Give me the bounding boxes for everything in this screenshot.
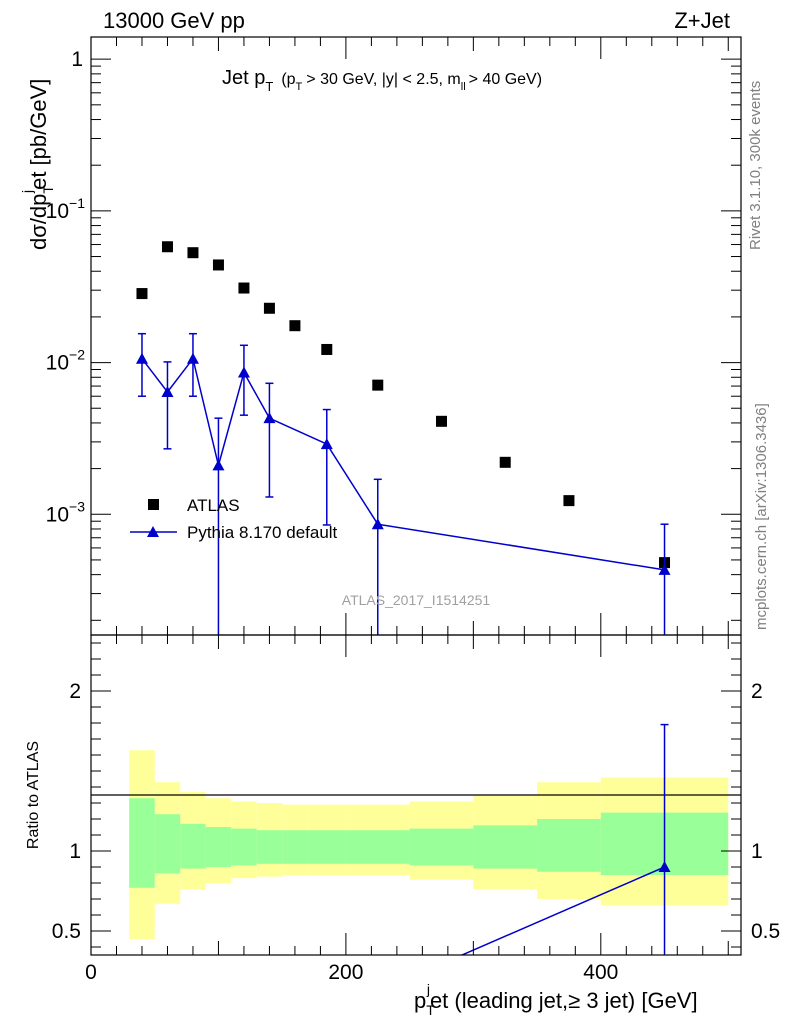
atlas-point bbox=[289, 320, 301, 332]
ratio-series-clip bbox=[460, 723, 671, 955]
ratio-bands bbox=[129, 750, 729, 939]
pythia-point bbox=[135, 352, 148, 364]
atlas-point bbox=[212, 259, 224, 271]
green-band-bin bbox=[345, 830, 410, 864]
ratio-y-tick-label: 1 bbox=[69, 840, 81, 863]
x-tick-label: 400 bbox=[583, 961, 618, 984]
ratio-series bbox=[460, 723, 671, 955]
atlas-point bbox=[161, 241, 173, 253]
legend-item-atlas: ATLAS bbox=[148, 496, 240, 515]
green-band-bin bbox=[409, 828, 474, 866]
legend-marker-square bbox=[148, 499, 159, 510]
side-label-mcplots: mcplots.cern.ch [arXiv:1306.3436] bbox=[753, 403, 770, 630]
main-y-ticks: 1 10−1 10−2 10−3 bbox=[46, 48, 741, 621]
green-band-bin bbox=[180, 823, 206, 869]
ratio-y-ticks: 0.5 0.5 1 1 2 2 bbox=[52, 642, 780, 948]
pythia-point bbox=[371, 518, 384, 530]
pythia-point bbox=[658, 563, 671, 575]
legend-label-pythia: Pythia 8.170 default bbox=[187, 523, 338, 542]
atlas-point bbox=[263, 302, 275, 314]
atlas-point bbox=[187, 247, 199, 259]
green-band-bin bbox=[154, 814, 181, 874]
main-y-label: dσ/dpTjet [pb/GeV] bbox=[19, 79, 56, 250]
y-tick-label: 1 bbox=[71, 48, 83, 71]
green-band-bin bbox=[307, 830, 346, 864]
ratio-y-tick-label-right: 0.5 bbox=[751, 920, 780, 943]
ratio-y-tick-label-right: 1 bbox=[751, 840, 763, 863]
ratio-y-tick-label: 0.5 bbox=[52, 920, 81, 943]
ratio-pythia-line bbox=[460, 866, 665, 955]
main-title: Jet pT (pT > 30 GeV, |y| < 2.5, mll > 40 Ge… bbox=[222, 67, 542, 94]
atlas-point bbox=[238, 282, 250, 294]
process-label: Z+Jet bbox=[674, 8, 730, 33]
main-series bbox=[135, 241, 671, 635]
main-panel: 1 10−1 10−2 10−3 Jet pT (pT > 30 GeV, |y| < 2… bbox=[19, 36, 742, 636]
pythia-point bbox=[161, 385, 174, 397]
analysis-id: ATLAS_2017_I1514251 bbox=[342, 592, 491, 608]
green-band-bin bbox=[256, 830, 283, 864]
ratio-panel: 0.5 0.5 1 1 2 2 0 200 400 Ratio to ATLAS pTjet … bbox=[25, 634, 780, 1018]
green-band-bin bbox=[537, 819, 601, 872]
legend: ATLAS Pythia 8.170 default bbox=[130, 496, 338, 542]
atlas-point bbox=[563, 495, 575, 507]
ratio-x-ticks: 0 200 400 bbox=[85, 635, 729, 984]
atlas-point bbox=[136, 288, 148, 300]
legend-label-atlas: ATLAS bbox=[187, 496, 240, 515]
pythia-point bbox=[237, 366, 250, 378]
main-frame bbox=[90, 36, 742, 636]
green-band-bin bbox=[231, 828, 257, 866]
atlas-point bbox=[435, 415, 447, 427]
pythia-point bbox=[320, 438, 333, 450]
pythia-point bbox=[186, 352, 199, 364]
atlas-point bbox=[321, 343, 333, 355]
ratio-y-tick-label: 2 bbox=[69, 680, 81, 703]
x-axis-label: pTjet (leading jet,≥ 3 jet) [GeV] bbox=[414, 981, 698, 1018]
y-tick-label: 10−2 bbox=[46, 347, 86, 375]
pythia-point bbox=[212, 459, 225, 471]
green-band-bin bbox=[129, 798, 155, 888]
pythia-point bbox=[263, 412, 276, 424]
legend-item-pythia: Pythia 8.170 default bbox=[130, 523, 338, 542]
y-tick-label: 10−3 bbox=[46, 498, 86, 526]
ratio-y-label: Ratio to ATLAS bbox=[25, 741, 42, 849]
main-x-ticks bbox=[90, 37, 729, 635]
energy-label: 13000 GeV pp bbox=[103, 8, 245, 33]
green-band-bin bbox=[282, 830, 308, 864]
green-band-bin bbox=[205, 827, 232, 867]
atlas-point bbox=[372, 379, 384, 391]
y-tick-label: 10−1 bbox=[46, 195, 86, 223]
ratio-y-tick-label-right: 2 bbox=[751, 680, 763, 703]
green-band-bin bbox=[473, 825, 538, 869]
ratio-frame bbox=[90, 634, 742, 956]
atlas-point bbox=[499, 456, 511, 468]
legend-marker-triangle bbox=[147, 526, 159, 537]
x-tick-label: 200 bbox=[328, 961, 363, 984]
side-label-rivet: Rivet 3.1.10, 300k events bbox=[747, 81, 764, 250]
x-tick-label: 0 bbox=[85, 961, 97, 984]
ratio-pythia-point bbox=[658, 861, 671, 872]
